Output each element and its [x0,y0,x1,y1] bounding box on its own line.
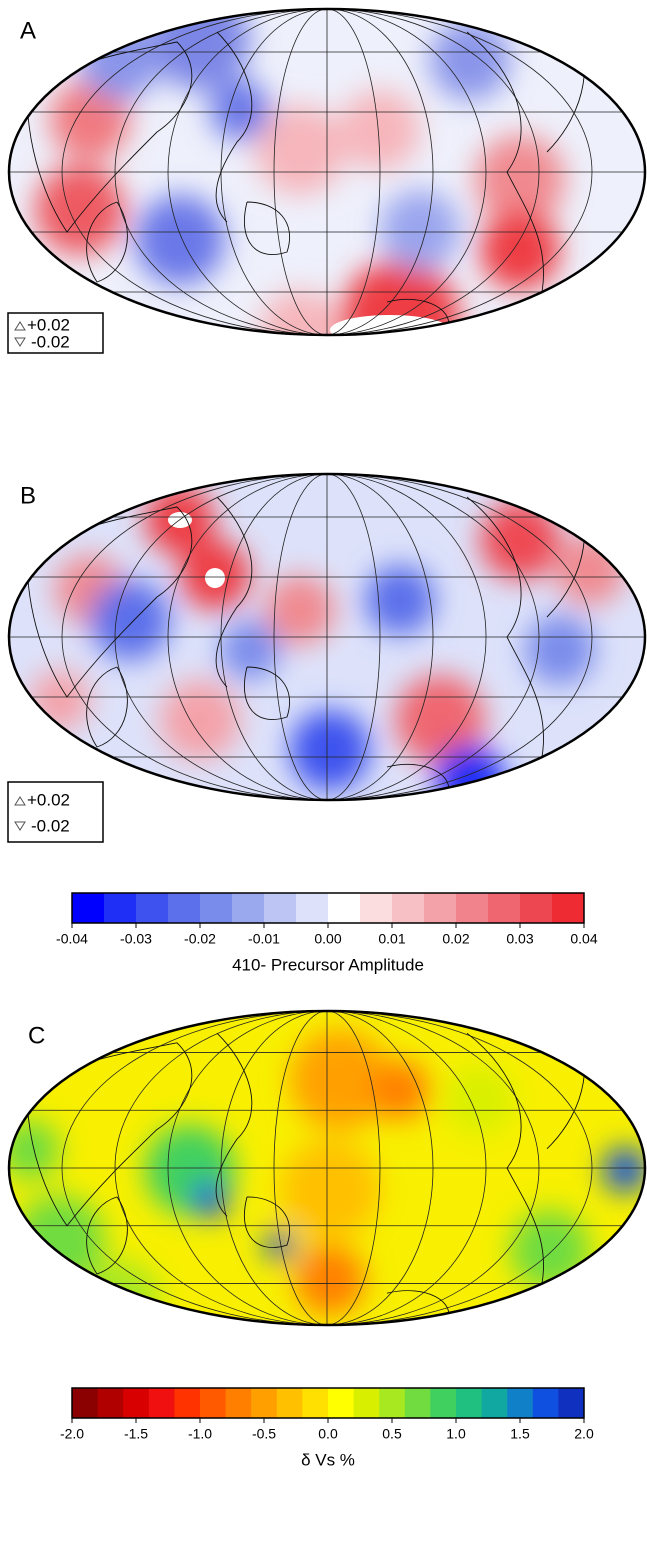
colorbar-step [104,893,137,923]
colorbar-step [379,1388,406,1418]
colorbar-step [123,1388,150,1418]
tick-label: -0.03 [120,931,152,947]
map-b [9,474,645,800]
tick-label: 0.0 [318,1426,338,1442]
tick-label: -0.01 [248,931,280,947]
panel-label: C [28,1022,45,1049]
colorbar-step [456,893,489,923]
tick-label: -0.04 [56,931,88,947]
tick-label: 0.5 [382,1426,402,1442]
colorbar-step [360,893,393,923]
colorbar-step [148,1388,175,1418]
tick-label: -1.0 [188,1426,212,1442]
colorbar-step [302,1388,329,1418]
legend-label: -0.02 [31,816,70,835]
legend-label: +0.02 [27,790,70,809]
colorbar-label: 410- Precursor Amplitude [232,955,424,974]
map-border [7,1009,647,1327]
colorbar-step [430,1388,457,1418]
colorbar-step [404,1388,431,1418]
tick-label: 2.0 [574,1426,594,1442]
colorbar-step [72,1388,99,1418]
colorbar-step [552,893,585,923]
tick-label: 0.02 [442,931,469,947]
colorbar-step [456,1388,483,1418]
colorbar-step [168,893,201,923]
colorbar-step [532,1388,559,1418]
colorbar-step [251,1388,278,1418]
legend: +0.02 -0.02 [7,312,104,354]
legend-label: +0.02 [27,315,70,334]
colorbar-step [200,1388,227,1418]
colorbar-step [136,893,169,923]
tick-label: -0.5 [252,1426,276,1442]
colorbar-step [424,893,457,923]
colorbar-step [328,1388,355,1418]
tick-label: 0.04 [570,931,597,947]
tick-label: 1.0 [446,1426,466,1442]
colorbar-step [200,893,233,923]
colorbar-step [276,1388,303,1418]
colorbar-step [520,893,553,923]
map-border [7,472,647,802]
map-border [7,7,647,337]
colorbar-step [97,1388,124,1418]
tick-label: -1.5 [124,1426,148,1442]
colorbar-step [174,1388,201,1418]
colorbar-step [481,1388,508,1418]
colorbar-step [72,893,105,923]
colorbar-label: δ Vs % [301,1450,355,1469]
panel-label: B [20,482,36,509]
tick-label: 0.03 [506,931,533,947]
tick-label: 0.00 [314,931,341,947]
colorbar-step [264,893,297,923]
tick-label: 0.01 [378,931,405,947]
tick-label: -2.0 [60,1426,84,1442]
panel-label: A [20,17,36,44]
colorbar-step [225,1388,252,1418]
legend-label: -0.02 [31,332,70,351]
colorbar-step [558,1388,585,1418]
colorbar-step [328,893,361,923]
colorbar-step [232,893,265,923]
tick-label: 1.5 [510,1426,530,1442]
map-c [9,1011,645,1325]
colorbar-step [392,893,425,923]
colorbar-step [353,1388,380,1418]
colorbar-step [488,893,521,923]
tick-label: -0.02 [184,931,216,947]
legend: +0.02 -0.02 [7,781,104,843]
colorbar-step [296,893,329,923]
colorbar-step [507,1388,534,1418]
